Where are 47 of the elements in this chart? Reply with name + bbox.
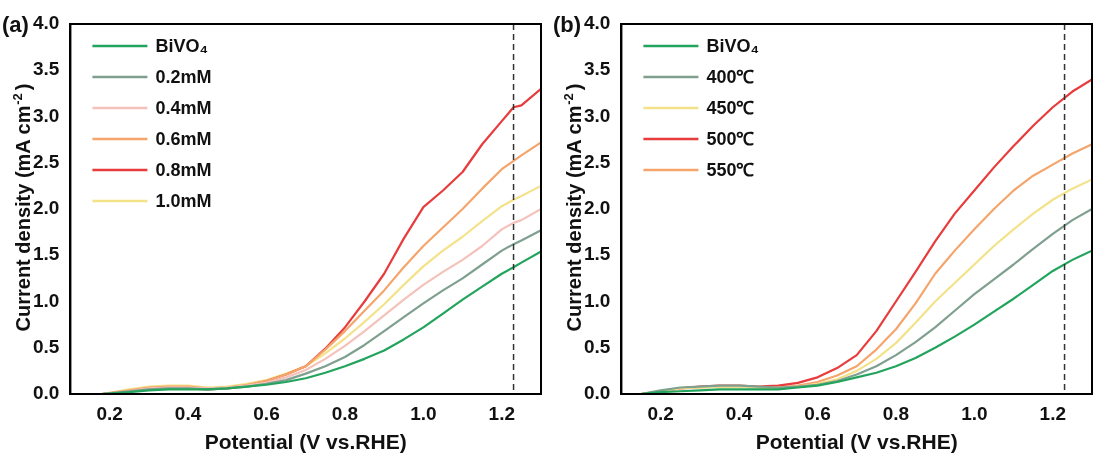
x-tick-label: 0.2 <box>96 402 123 424</box>
y-tick-label: 1.5 <box>583 243 611 265</box>
chart-title: (b) <box>553 12 582 37</box>
y-tick-label: 2.0 <box>32 197 60 219</box>
x-tick-label: 1.0 <box>961 402 988 424</box>
y-axis-title: Current density (mA cm-2) <box>561 83 585 332</box>
x-axis-title: Potential (V vs.RHE) <box>204 430 407 454</box>
x-tick-label: 0.2 <box>647 402 674 424</box>
x-axis-title: Potential (V vs.RHE) <box>755 430 958 454</box>
y-tick-label: 3.0 <box>32 104 60 126</box>
y-tick-label: 3.0 <box>583 104 611 126</box>
legend-label: 450℃ <box>706 97 755 118</box>
y-tick-label: 0.5 <box>32 335 60 357</box>
y-tick-label: 4.0 <box>583 12 611 34</box>
x-tick-label: 1.0 <box>410 402 437 424</box>
legend-label: 550℃ <box>706 159 755 180</box>
y-tick-label: 2.0 <box>583 197 611 219</box>
x-tick-label: 0.8 <box>882 402 910 424</box>
x-tick-label: 0.4 <box>174 402 202 424</box>
y-tick-label: 0.0 <box>583 382 611 404</box>
legend-label: 0.8mM <box>155 159 212 180</box>
y-tick-label: 1.0 <box>32 289 60 311</box>
y-tick-label: 1.0 <box>583 289 611 311</box>
chart-title: (a) <box>2 12 29 37</box>
y-tick-label: 1.5 <box>32 243 60 265</box>
y-tick-label: 3.5 <box>583 58 611 80</box>
legend-label: 0.4mM <box>155 97 212 118</box>
x-tick-label: 0.6 <box>253 402 280 424</box>
y-tick-label: 0.5 <box>583 335 611 357</box>
x-tick-label: 0.4 <box>725 402 753 424</box>
y-axis-title: Current density (mA cm-2) <box>10 83 34 332</box>
x-tick-label: 0.6 <box>804 402 831 424</box>
y-tick-label: 2.5 <box>583 150 611 172</box>
x-tick-label: 1.2 <box>1039 402 1066 424</box>
legend-label: 400℃ <box>706 66 755 87</box>
legend-label: BiVO₄ <box>706 35 760 56</box>
legend-label: 1.0mM <box>155 190 212 211</box>
y-tick-label: 4.0 <box>32 12 60 34</box>
x-tick-label: 1.2 <box>488 402 515 424</box>
legend-label: 0.2mM <box>155 66 212 87</box>
y-tick-label: 2.5 <box>32 150 60 172</box>
y-tick-label: 0.0 <box>32 382 60 404</box>
y-tick-label: 3.5 <box>32 58 60 80</box>
x-tick-label: 0.8 <box>331 402 359 424</box>
legend-label: BiVO₄ <box>155 35 209 56</box>
legend-label: 500℃ <box>706 128 755 149</box>
legend-label: 0.6mM <box>155 128 212 149</box>
